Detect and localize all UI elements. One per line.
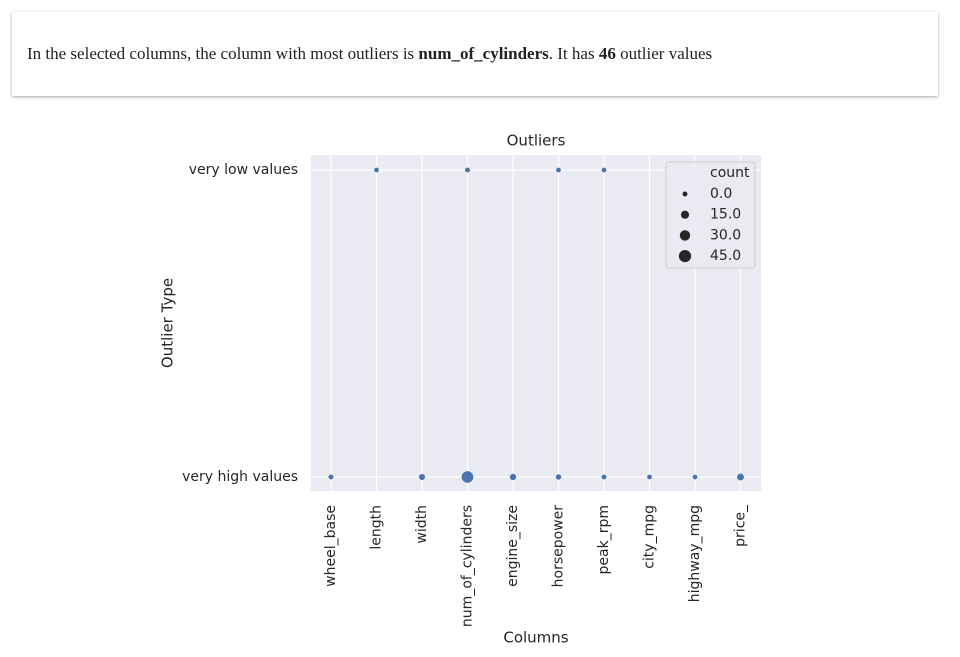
- point: [600, 166, 608, 174]
- summary-text: . It has: [548, 44, 599, 63]
- legend-label: 0.0: [710, 186, 732, 202]
- legend-marker: [678, 249, 692, 263]
- legend-label: 30.0: [710, 227, 741, 243]
- summary-count: 46: [598, 44, 616, 63]
- summary-text: In the selected columns, the column with…: [27, 44, 419, 63]
- point: [555, 473, 562, 481]
- x-tick-label: city_mpg: [642, 505, 658, 569]
- legend-marker: [680, 210, 690, 219]
- legend-label: 45.0: [710, 248, 741, 264]
- point: [509, 473, 517, 481]
- legend-title: count: [710, 165, 750, 181]
- point: [600, 473, 608, 481]
- summary-card: In the selected columns, the column with…: [12, 12, 938, 96]
- x-axis-title: Columns: [503, 629, 568, 647]
- point: [555, 166, 562, 174]
- point: [327, 473, 335, 481]
- summary-text: outlier values: [615, 44, 713, 63]
- legend-label: 15.0: [710, 207, 741, 223]
- summary-column: num_of_cylinders: [418, 44, 549, 63]
- chart-title: Outliers: [507, 132, 566, 150]
- legend-marker: [679, 230, 691, 241]
- legend-marker: [682, 191, 688, 197]
- x-tick-label: engine_size: [505, 505, 521, 587]
- x-tick-label: length: [369, 505, 385, 550]
- point: [691, 473, 699, 481]
- point: [646, 473, 653, 481]
- x-tick-label: wheel_base: [323, 505, 339, 587]
- point: [461, 470, 474, 484]
- x-tick-label: width: [414, 505, 430, 544]
- point: [418, 473, 426, 481]
- x-tick-label: num_of_cylinders: [460, 505, 476, 627]
- y-axis-title: Outlier Type: [159, 278, 177, 368]
- y-tick-label: very low values: [189, 162, 298, 178]
- x-tick-label: horsepower: [551, 505, 567, 588]
- point: [736, 472, 745, 482]
- y-tick-label: very high values: [182, 469, 298, 485]
- point: [373, 166, 380, 174]
- x-tick-label: highway_mpg: [687, 505, 703, 602]
- x-tick-label: price_: [733, 504, 749, 547]
- x-tick-label: peak_rpm: [596, 505, 612, 574]
- point: [464, 166, 471, 174]
- legend-box: [665, 161, 756, 269]
